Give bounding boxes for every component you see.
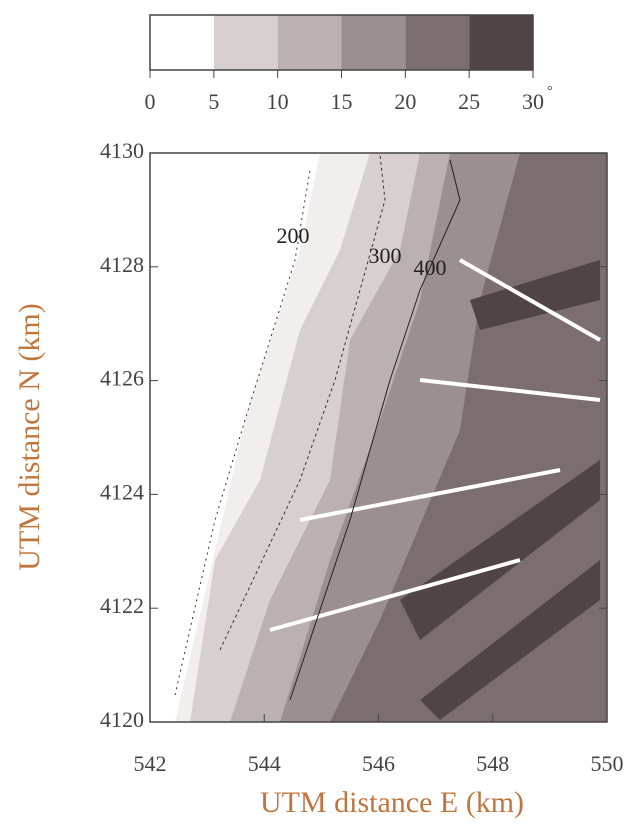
colorbar-unit: ° xyxy=(547,84,553,99)
colorbar-swatch xyxy=(213,15,278,70)
y-tick-label: 4120 xyxy=(100,707,144,732)
y-tick-label: 4124 xyxy=(100,479,144,504)
x-tick-label: 542 xyxy=(134,751,167,776)
contour-label: 200 xyxy=(277,223,310,248)
x-tick-label: 546 xyxy=(362,751,395,776)
colorbar-tick-label: 10 xyxy=(267,89,289,114)
colorbar-tick-label: 20 xyxy=(394,89,416,114)
colorbar-swatch xyxy=(469,15,533,70)
y-tick-label: 4126 xyxy=(100,366,144,391)
colorbar-tick-label: 0 xyxy=(145,89,156,114)
x-axis-label: UTM distance E (km) xyxy=(260,786,524,819)
colorbar-tick-label: 25 xyxy=(458,89,480,114)
y-tick-label: 4128 xyxy=(100,252,144,277)
colorbar-swatch xyxy=(277,15,342,70)
colorbar-tick-label: 15 xyxy=(331,89,353,114)
colorbar-swatch xyxy=(405,15,470,70)
terrain xyxy=(174,153,607,722)
colorbar-swatch xyxy=(150,15,214,70)
contour-label: 400 xyxy=(414,255,447,280)
y-axis-label: UTM distance N (km) xyxy=(13,303,46,570)
x-tick-label: 544 xyxy=(248,751,281,776)
colorbar-tick-label: 30 xyxy=(522,89,544,114)
colorbar-tick-label: 5 xyxy=(208,89,219,114)
x-tick-label: 548 xyxy=(476,751,509,776)
colorbar-swatch xyxy=(341,15,406,70)
y-tick-label: 4130 xyxy=(100,138,144,163)
y-tick-label: 4122 xyxy=(100,593,144,618)
contour-label: 300 xyxy=(369,243,402,268)
x-tick-label: 550 xyxy=(591,751,624,776)
